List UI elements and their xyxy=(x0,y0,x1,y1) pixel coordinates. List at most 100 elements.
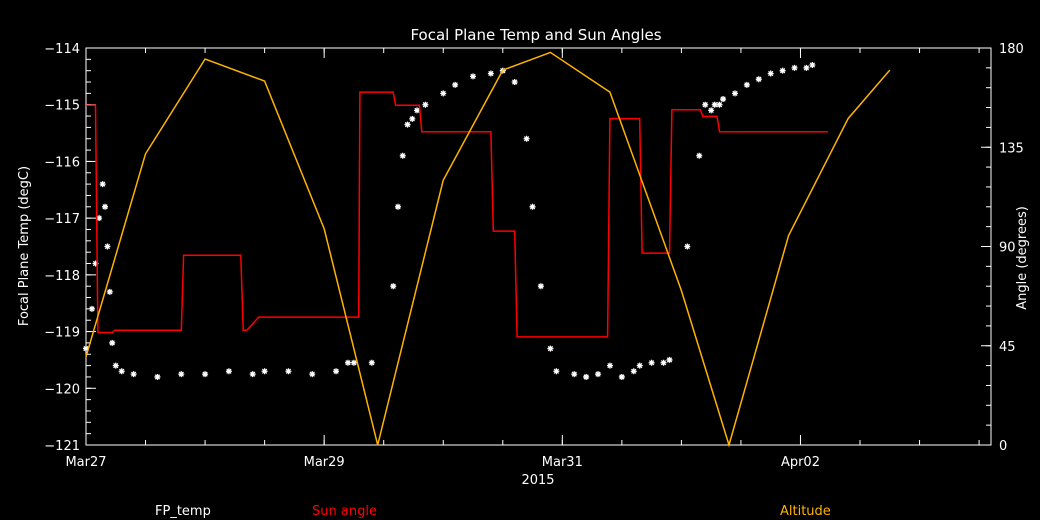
y-left-tick-label: −120 xyxy=(44,382,80,397)
fp-temp-point xyxy=(523,135,530,142)
x-axis-label: 2015 xyxy=(521,473,554,488)
fp-temp-point xyxy=(618,373,625,380)
fp-temp-point xyxy=(660,359,667,366)
x-tick-label: Apr02 xyxy=(781,455,820,470)
fp-temp-point xyxy=(261,368,268,375)
fp-temp-series xyxy=(83,62,816,380)
fp-temp-point xyxy=(702,101,709,108)
fp-temp-point xyxy=(684,243,691,250)
fp-temp-point xyxy=(606,362,613,369)
fp-temp-point xyxy=(390,283,397,290)
fp-temp-point xyxy=(225,368,232,375)
fp-temp-point xyxy=(791,64,798,71)
sun-angle-line xyxy=(86,91,828,338)
legend-sun-angle: Sun angle xyxy=(312,504,377,519)
fp-temp-point xyxy=(708,107,715,114)
fp-temp-point xyxy=(422,101,429,108)
fp-temp-point xyxy=(309,371,316,378)
fp-temp-point xyxy=(571,371,578,378)
fp-temp-point xyxy=(720,96,727,103)
fp-temp-point xyxy=(154,373,161,380)
fp-temp-point xyxy=(440,90,447,97)
fp-temp-point xyxy=(404,121,411,128)
fp-temp-point xyxy=(394,203,401,210)
fp-temp-point xyxy=(537,283,544,290)
fp-temp-point xyxy=(711,101,718,108)
fp-temp-point xyxy=(583,373,590,380)
fp-temp-point xyxy=(529,203,536,210)
fp-temp-point xyxy=(636,362,643,369)
fp-temp-point xyxy=(344,359,351,366)
fp-temp-point xyxy=(92,260,99,267)
fp-temp-point xyxy=(767,70,774,77)
y-left-tick-label: −121 xyxy=(44,439,80,454)
x-axis: Mar27 Mar29 Mar31 Apr02 xyxy=(65,48,980,470)
x-tick-label: Mar29 xyxy=(304,455,345,470)
fp-temp-point xyxy=(452,81,459,88)
fp-temp-point xyxy=(102,203,109,210)
fp-temp-point xyxy=(630,368,637,375)
fp-temp-point xyxy=(83,345,89,352)
x-tick-label: Mar27 xyxy=(65,455,106,470)
y-axis-left-label: Focal Plane Temp (degC) xyxy=(17,166,32,326)
fp-temp-point xyxy=(112,362,119,369)
fp-temp-point xyxy=(202,371,209,378)
altitude-line xyxy=(85,51,891,448)
fp-temp-point xyxy=(809,62,816,69)
fp-temp-point xyxy=(368,359,375,366)
y-left-tick-label: −117 xyxy=(44,212,80,227)
fp-temp-point xyxy=(409,115,416,122)
fp-temp-point xyxy=(104,243,111,250)
fp-temp-point xyxy=(648,359,655,366)
fp-temp-point xyxy=(414,107,421,114)
fp-temp-point xyxy=(595,371,602,378)
fp-temp-point xyxy=(178,371,185,378)
y-left-tick-label: −114 xyxy=(44,42,80,57)
fp-temp-point xyxy=(487,70,494,77)
fp-temp-point xyxy=(106,288,113,295)
fp-temp-point xyxy=(716,101,723,108)
fp-temp-point xyxy=(130,371,137,378)
y-axis-right-label: Angle (degrees) xyxy=(1015,206,1030,310)
fp-temp-point xyxy=(470,73,477,80)
y-left-tick-label: −119 xyxy=(44,326,80,341)
series-layer xyxy=(83,51,891,448)
legend: FP_temp Sun angle Altitude xyxy=(155,504,831,519)
y-right-tick-label: 135 xyxy=(999,141,1024,156)
fp-temp-point xyxy=(109,339,116,346)
chart-title: Focal Plane Temp and Sun Angles xyxy=(410,26,661,44)
fp-temp-point xyxy=(96,215,103,222)
y-right-tick-label: 0 xyxy=(999,439,1007,454)
legend-altitude: Altitude xyxy=(780,504,831,519)
fp-temp-point xyxy=(755,76,762,83)
fp-temp-point xyxy=(803,64,810,71)
fp-temp-point xyxy=(779,67,786,74)
fp-temp-point xyxy=(285,368,292,375)
fp-temp-point xyxy=(511,79,518,86)
fp-temp-point xyxy=(743,81,750,88)
x-tick-label: Mar31 xyxy=(542,455,583,470)
y-right-tick-label: 90 xyxy=(999,241,1016,256)
y-axis-right: 0 45 90 135 180 xyxy=(981,42,1024,454)
plot-frame xyxy=(85,47,992,446)
fp-temp-point xyxy=(547,345,554,352)
y-left-tick-label: −115 xyxy=(44,99,80,114)
fp-temp-point xyxy=(99,181,106,188)
fp-temp-point xyxy=(731,90,738,97)
fp-temp-point xyxy=(553,368,560,375)
fp-temp-point xyxy=(118,368,125,375)
fp-temp-point xyxy=(88,305,95,312)
fp-temp-point xyxy=(249,371,256,378)
y-left-tick-label: −118 xyxy=(44,269,80,284)
fp-temp-point xyxy=(350,359,357,366)
y-right-tick-label: 45 xyxy=(999,340,1016,355)
fp-temp-point xyxy=(333,368,340,375)
y-axis-left: −114 −115 −116 −117 −118 −119 −120 −121 xyxy=(44,42,96,454)
y-left-tick-label: −116 xyxy=(44,155,80,170)
fp-temp-point xyxy=(696,152,703,159)
legend-fp-temp: FP_temp xyxy=(155,504,211,519)
fp-temp-point xyxy=(399,152,406,159)
y-right-tick-label: 180 xyxy=(999,42,1024,57)
fp-temp-point xyxy=(666,356,673,363)
